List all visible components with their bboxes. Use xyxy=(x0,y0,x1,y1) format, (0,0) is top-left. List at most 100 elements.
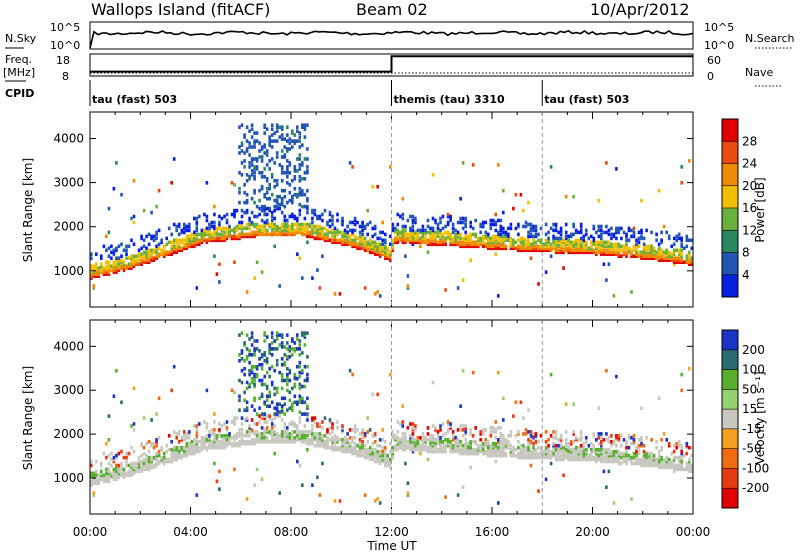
power-cell xyxy=(170,244,173,249)
power-cell xyxy=(384,250,387,255)
power-cell xyxy=(627,228,631,233)
power-cell xyxy=(416,228,420,233)
power-cell xyxy=(301,232,304,237)
velocity-cell xyxy=(449,422,452,426)
velocity-cell xyxy=(301,483,304,487)
power-cell xyxy=(539,226,543,231)
velocity-cell xyxy=(208,443,211,448)
velocity-cell xyxy=(142,461,146,466)
power-cell xyxy=(155,248,158,253)
velocity-cell xyxy=(363,443,367,448)
velocity-cell xyxy=(615,459,618,464)
velocity-cell xyxy=(92,473,96,478)
power-cell xyxy=(409,240,412,245)
velocity-cell xyxy=(248,430,251,434)
velocity-cell xyxy=(107,453,111,458)
power-cell xyxy=(439,230,442,235)
velocity-cell xyxy=(225,438,229,442)
velocity-cell xyxy=(640,459,643,464)
power-cell xyxy=(298,179,302,183)
power-cell xyxy=(170,232,173,237)
power-cell xyxy=(268,183,271,187)
velocity-cell xyxy=(373,455,377,460)
velocity-cell xyxy=(542,455,545,460)
power-cell xyxy=(245,173,249,177)
power-cell xyxy=(311,228,314,233)
velocity-cell xyxy=(672,469,676,474)
velocity-cell xyxy=(439,441,442,446)
velocity-cell xyxy=(509,449,513,454)
velocity-cell xyxy=(208,445,211,450)
power-cell xyxy=(331,228,334,233)
velocity-cell xyxy=(685,451,689,456)
power-cell xyxy=(404,230,407,235)
velocity-cell xyxy=(469,447,472,452)
velocity-cell xyxy=(376,443,379,448)
velocity-cell xyxy=(685,463,689,468)
power-cell xyxy=(637,244,641,249)
velocity-cell xyxy=(688,445,691,450)
power-cell xyxy=(338,238,342,243)
velocity-cell xyxy=(152,445,156,450)
power-cell xyxy=(150,210,153,215)
power-cell xyxy=(464,230,467,235)
power-cell xyxy=(371,244,374,249)
power-cell xyxy=(378,252,382,256)
velocity-cell xyxy=(316,440,319,444)
velocity-cell xyxy=(444,432,447,436)
velocity-cell xyxy=(592,447,596,452)
power-cell xyxy=(474,240,477,245)
velocity-cell xyxy=(155,440,158,444)
power-cell xyxy=(260,230,264,235)
velocity-cell xyxy=(250,404,254,408)
power-cell xyxy=(238,200,241,205)
velocity-cell xyxy=(690,467,694,472)
velocity-cell xyxy=(677,457,681,462)
velocity-cell xyxy=(286,438,289,442)
power-cell xyxy=(391,222,395,227)
velocity-cell xyxy=(517,455,520,460)
velocity-cell xyxy=(275,333,279,337)
power-cell xyxy=(574,228,578,233)
velocity-cell xyxy=(489,453,493,458)
velocity-cell xyxy=(552,451,555,456)
velocity-cell xyxy=(446,430,450,434)
velocity-cell xyxy=(331,440,334,444)
power-cell xyxy=(263,151,266,155)
power-cell xyxy=(278,230,281,235)
power-cell xyxy=(544,232,548,237)
velocity-cell xyxy=(409,440,412,444)
velocity-cell xyxy=(250,370,254,375)
power-cell xyxy=(554,242,558,247)
velocity-cell xyxy=(142,467,146,472)
power-cell xyxy=(524,220,528,225)
velocity-cell xyxy=(361,445,364,450)
velocity-cell xyxy=(238,359,241,363)
power-cell xyxy=(205,181,209,185)
power-cell xyxy=(625,242,628,247)
power-cell xyxy=(263,131,266,135)
velocity-cell xyxy=(338,447,342,452)
velocity-cell xyxy=(270,335,274,339)
velocity-cell xyxy=(529,463,533,468)
power-cell xyxy=(489,222,493,227)
velocity-cell xyxy=(554,443,558,448)
power-cell xyxy=(426,224,430,229)
y-tick-label: 1000 xyxy=(53,471,84,485)
power-cell xyxy=(557,230,560,235)
velocity-cell xyxy=(481,451,485,456)
power-cell xyxy=(612,232,616,237)
velocity-cell xyxy=(270,430,274,434)
power-cell xyxy=(258,206,261,211)
velocity-cell xyxy=(554,453,558,458)
velocity-cell xyxy=(688,457,691,462)
velocity-cell xyxy=(112,459,116,464)
velocity-cell xyxy=(286,378,289,383)
velocity-cell xyxy=(522,451,525,456)
power-cell xyxy=(120,242,123,247)
power-cell xyxy=(361,238,364,243)
velocity-cell xyxy=(328,426,332,430)
velocity-cell xyxy=(255,339,259,343)
power-cell xyxy=(188,236,191,241)
velocity-cell xyxy=(331,438,334,442)
